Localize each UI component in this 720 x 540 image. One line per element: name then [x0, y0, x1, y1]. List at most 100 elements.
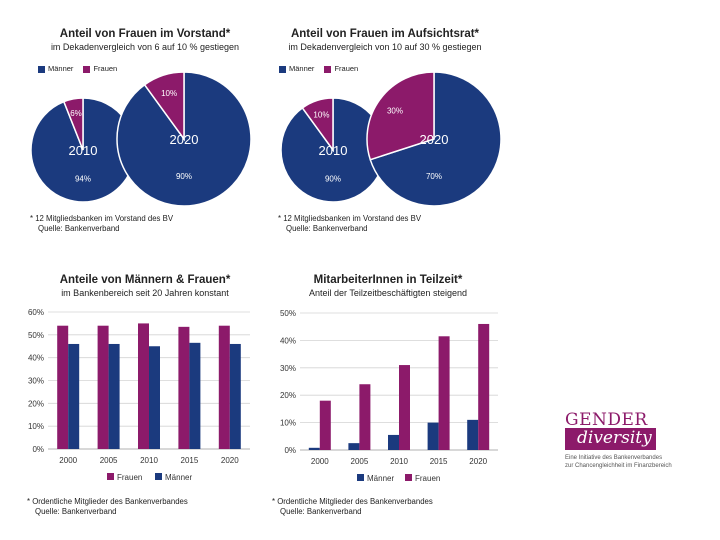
chart3-notes: * Ordentliche Mitglieder des Bankenverba… [27, 497, 188, 517]
y-tick-label: 20% [280, 391, 296, 400]
bar-frauen-2000 [57, 325, 69, 449]
x-tick-label: 2000 [59, 456, 77, 465]
chart1-subtitle: im Dekadenvergleich von 6 auf 10 % gesti… [50, 42, 240, 52]
x-tick-label: 2015 [430, 457, 448, 466]
legend-swatch-maenner [155, 473, 162, 480]
logo-diversity-text: diversity [565, 428, 656, 450]
pie-slice-frauen [143, 71, 185, 142]
bar-frauen-2005 [359, 384, 371, 450]
pie-year-label: 2010 [319, 143, 348, 158]
x-tick-label: 2005 [351, 457, 369, 466]
pie-2020: 90% 10% 2020 [116, 71, 252, 207]
pie-slice-frauen [366, 71, 435, 161]
legend-swatch-frauen [324, 65, 332, 73]
y-tick-label: 0% [32, 445, 44, 454]
legend-swatch-maenner [357, 474, 364, 481]
y-tick-label: 40% [280, 336, 296, 345]
x-tick-label: 2005 [100, 456, 118, 465]
pie-2020: 70% 30% 2020 [366, 71, 502, 207]
bar-maenner-2010 [388, 434, 399, 450]
chart4-subtitle: Anteil der Teilzeitbeschäftigten steigen… [309, 288, 467, 298]
chart1-footnote: * 12 Mitgliedsbanken im Vorstand des BV [30, 214, 174, 223]
pie-slice-label: 90% [325, 175, 341, 184]
chart2-title: Anteil von Frauen im Aufsichtsrat* [290, 28, 480, 40]
legend-label: Männer [48, 64, 74, 73]
bar-frauen-2010 [399, 365, 410, 450]
bar-maenner-2015 [427, 422, 439, 450]
legend-swatch-maenner [38, 65, 45, 73]
legend-swatch-frauen [405, 474, 412, 481]
bar-frauen-2005 [97, 325, 109, 449]
legend-label: Männer [367, 474, 394, 483]
y-tick-label: 10% [280, 419, 296, 428]
y-tick-label: 30% [280, 364, 296, 373]
bar-legend: Frauen Männer [107, 473, 192, 482]
pie-slice-label: 30% [387, 107, 403, 116]
bar-frauen-2020 [478, 323, 490, 450]
pie-slice-maenner [369, 71, 502, 207]
bar-maenner-2020 [229, 343, 241, 449]
chart4-notes: * Ordentliche Mitglieder des Bankenverba… [272, 497, 433, 517]
chart1-legend: Männer Frauen [38, 64, 117, 73]
bar-maenner-2010 [149, 346, 160, 449]
chart1-pies: 94% 6% 2010 90% 10% 2020 [30, 71, 252, 207]
chart4-footnote: * Ordentliche Mitglieder des Bankenverba… [272, 497, 433, 506]
chart2-subtitle: im Dekadenvergleich von 10 auf 30 % gest… [288, 42, 482, 52]
legend-item-frauen: Frauen [324, 64, 358, 73]
chart2-notes: * 12 Mitgliedsbanken im Vorstand des BV … [278, 214, 421, 234]
y-tick-label: 0% [284, 446, 296, 455]
y-tick-label: 50% [280, 309, 296, 318]
legend-swatch-frauen [107, 473, 114, 480]
bar-maenner-2000 [68, 343, 80, 449]
x-tick-label: 2020 [469, 457, 487, 466]
pie-slice-frauen [301, 97, 334, 153]
chart2-legend: Männer Frauen [279, 64, 358, 73]
pie-2010: 90% 10% 2010 [280, 97, 386, 203]
bar-maenner-2005 [348, 443, 360, 450]
legend-swatch-maenner [279, 65, 286, 73]
pie-slice-frauen [62, 97, 84, 151]
legend-label: Frauen [117, 473, 142, 482]
x-tick-label: 2010 [390, 457, 408, 466]
pie-slice-label: 94% [75, 175, 91, 184]
x-tick-label: 2015 [181, 456, 199, 465]
y-tick-label: 10% [28, 422, 44, 431]
chart3-source: Quelle: Bankenverband [35, 507, 117, 516]
chart1-source: Quelle: Bankenverband [38, 224, 120, 233]
pie-slice-label: 6% [70, 109, 82, 118]
x-tick-label: 2020 [221, 456, 239, 465]
chart1-notes: * 12 Mitgliedsbanken im Vorstand des BV … [30, 214, 173, 234]
chart4-bars: 0% 10% 20% 30% 40% 50% 2000 2005 2010 2015 2020 Män… [280, 309, 498, 483]
y-tick-label: 30% [28, 377, 44, 386]
chart2-source: Quelle: Bankenverband [286, 224, 368, 233]
pie-slice-label: 10% [161, 89, 177, 98]
chart3-footnote: * Ordentliche Mitglieder des Bankenverba… [27, 497, 188, 506]
y-tick-label: 40% [28, 354, 44, 363]
legend-item-frauen: Frauen [83, 64, 117, 73]
y-tick-label: 50% [28, 331, 44, 340]
y-tick-label: 20% [28, 399, 44, 408]
logo-tagline-2: zur Chancengleichheit im Finanzbereich [565, 463, 672, 469]
legend-label: Männer [289, 64, 315, 73]
bar-frauen-2010 [138, 323, 149, 449]
legend-item-maenner: Männer [38, 64, 73, 73]
pie-slice-label: 70% [426, 172, 442, 181]
chart4-title: MitarbeiterInnen in Teilzeit* [313, 274, 463, 286]
gender-diversity-logo: GENDER diversity Eine Initiative des Ban… [565, 410, 672, 470]
bar-maenner-2015 [189, 342, 201, 449]
bar-frauen-2000 [319, 400, 331, 450]
bar-frauen-2015 [438, 336, 450, 450]
chart3-title: Anteile von Männern & Frauen* [59, 274, 231, 286]
pie-slice-label: 90% [176, 172, 192, 181]
chart1-title: Anteil von Frauen im Vorstand* [59, 28, 231, 40]
x-tick-label: 2010 [140, 456, 158, 465]
bar-maenner-2005 [108, 343, 120, 449]
bar-maenner-2020 [467, 419, 479, 450]
legend-label: Frauen [334, 64, 359, 73]
bar-frauen-2020 [218, 325, 230, 449]
bar-maenner-2000 [308, 447, 320, 450]
legend-label: Frauen [415, 474, 440, 483]
pie-year-label: 2020 [420, 132, 449, 147]
chart4-source: Quelle: Bankenverband [280, 507, 362, 516]
bar-frauen-2015 [178, 326, 190, 449]
